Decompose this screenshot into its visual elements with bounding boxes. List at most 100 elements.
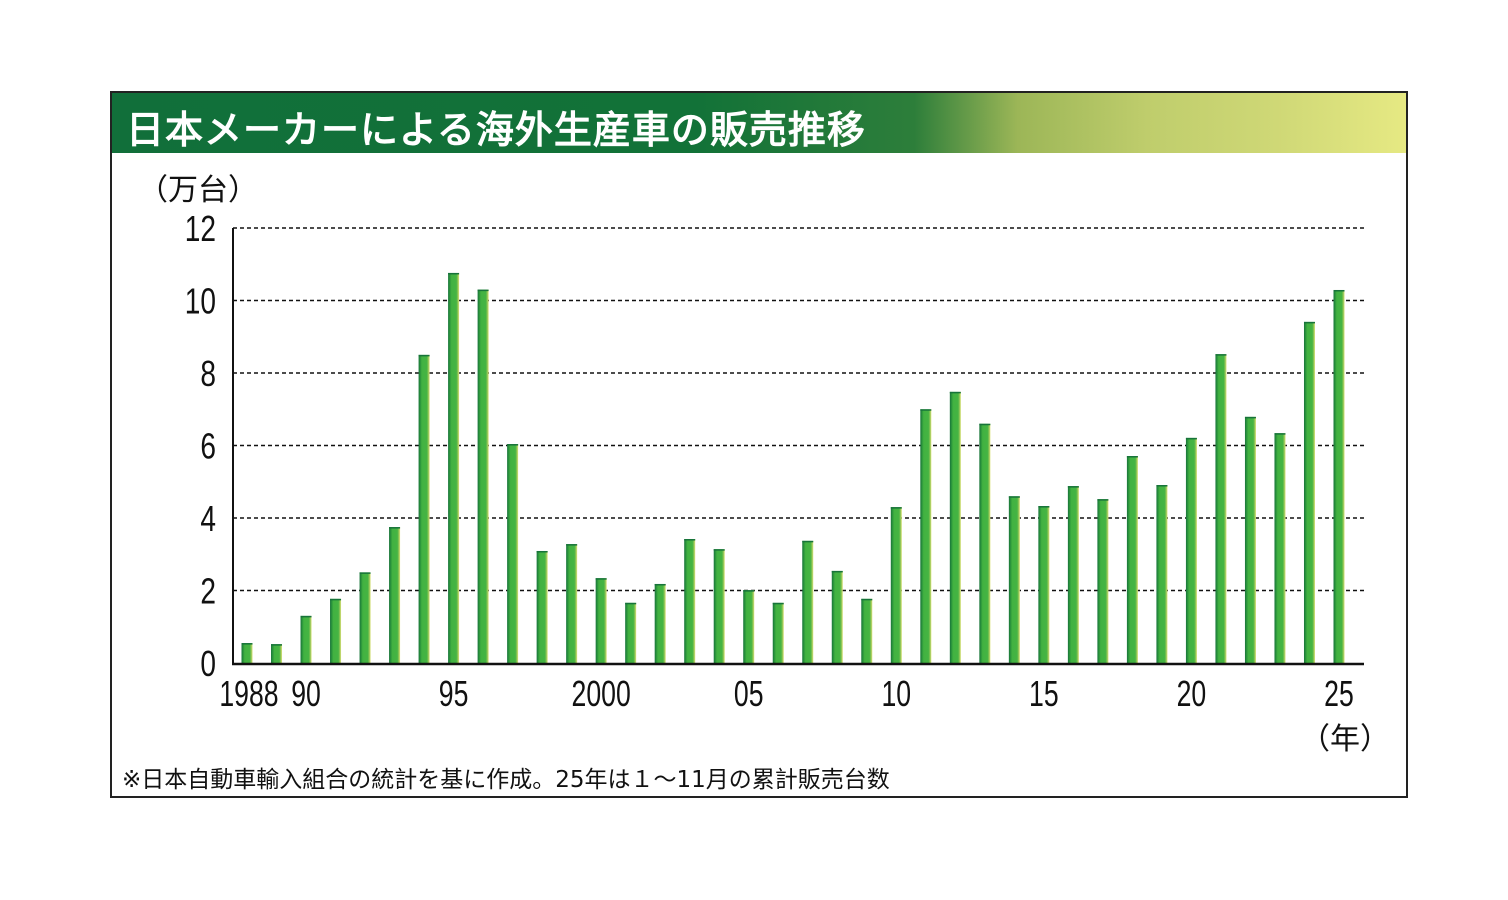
bar-2010 [890, 507, 902, 663]
x-tick-label: 20 [1177, 673, 1207, 714]
bar-top-edge [595, 578, 607, 580]
y-tick-label: 12 [185, 209, 216, 249]
bar-1992 [359, 572, 371, 663]
x-tick-labels: 1988 90 95 2000 05 10 15 20 25 [219, 673, 1353, 714]
bar-top-edge [1126, 456, 1138, 458]
bar-top-edge [418, 354, 430, 357]
chart-title: 日本メーカーによる海外生産車の販売推移 [126, 108, 866, 152]
bar-2001 [625, 602, 637, 663]
title-bar: 日本メーカーによる海外生産車の販売推移 [112, 93, 1406, 153]
bar-top-edge [743, 590, 755, 592]
bar-top-edge [448, 272, 460, 275]
x-tick-label: 1988 [219, 673, 278, 714]
bar-top-edge [625, 602, 637, 605]
bar-top-edge [1244, 416, 1256, 419]
bar-2003 [684, 539, 696, 663]
bar-1993 [389, 527, 401, 663]
bar-2016 [1067, 486, 1079, 663]
bar-top-edge [241, 643, 253, 645]
bar-top-edge [1303, 321, 1315, 324]
x-tick-label: 15 [1029, 673, 1059, 714]
bar-1991 [330, 598, 342, 663]
bar-2020 [1185, 437, 1197, 663]
bar-top-edge [802, 540, 814, 543]
bar-1999 [566, 544, 578, 663]
bar-top-edge [271, 644, 283, 646]
bar-top-edge [507, 444, 519, 446]
bar-2013 [979, 423, 991, 663]
bar-1990 [300, 615, 312, 663]
bar-top-edge [566, 544, 578, 546]
bar-top-edge [1274, 433, 1286, 435]
bar-top-edge [1097, 499, 1109, 501]
bar-top-edge [300, 615, 312, 618]
x-tick-label: 10 [881, 673, 911, 714]
bar-top-edge [920, 409, 932, 411]
bar-1989 [271, 644, 283, 663]
bar-2025 [1333, 289, 1345, 663]
bar-2008 [831, 570, 843, 663]
y-tick-label: 4 [200, 499, 216, 539]
bar-2022 [1244, 416, 1256, 663]
bar-2023 [1274, 433, 1286, 663]
bar-2019 [1156, 485, 1168, 663]
x-axis-unit-label: （年） [1300, 723, 1390, 756]
y-tick-label: 0 [200, 644, 216, 684]
y-tick-label: 10 [185, 281, 216, 321]
bar-top-edge [536, 550, 548, 553]
bar-top-edge [890, 507, 902, 509]
bar-top-edge [330, 598, 342, 601]
bar-1994 [418, 354, 430, 663]
bar-top-edge [772, 602, 784, 605]
bar-top-edge [1333, 289, 1345, 292]
bar-top-edge [684, 539, 696, 541]
bar-2024 [1303, 321, 1315, 663]
bar-1998 [536, 550, 548, 663]
y-axis-unit-label: （万台） [138, 174, 258, 207]
bar-2000 [595, 578, 607, 663]
bar-2021 [1215, 354, 1227, 663]
x-tick-label: 2000 [572, 673, 631, 714]
bar-2006 [772, 602, 784, 663]
bar-1995 [448, 272, 460, 663]
x-tick-label: 05 [734, 673, 764, 714]
bar-top-edge [713, 549, 725, 551]
bar-top-edge [1038, 506, 1050, 508]
bar-2014 [1008, 496, 1020, 663]
x-tick-label: 90 [291, 673, 321, 714]
bar-2005 [743, 590, 755, 663]
bar-2009 [861, 598, 873, 663]
bar-2015 [1038, 506, 1050, 663]
bars [241, 272, 1345, 663]
footnote: ※日本自動車輸入組合の統計を基に作成。25年は１～11月の累計販売台数 [122, 767, 890, 793]
y-tick-labels: 0 2 4 6 8 10 12 [185, 209, 216, 684]
bar-top-edge [389, 527, 401, 529]
bar-top-edge [1215, 354, 1227, 356]
bar-2018 [1126, 456, 1138, 663]
bar-top-edge [861, 598, 873, 601]
y-tick-label: 8 [200, 354, 216, 394]
y-tick-label: 6 [200, 426, 216, 466]
bar-2012 [949, 391, 961, 663]
x-tick-label: 95 [439, 673, 469, 714]
bar-top-edge [949, 391, 961, 394]
bar-2011 [920, 409, 932, 663]
bar-top-edge [1185, 437, 1197, 440]
bar-top-edge [359, 572, 371, 574]
bar-2007 [802, 540, 814, 663]
y-tick-label: 2 [200, 571, 216, 611]
bar-top-edge [1156, 485, 1168, 487]
bar-1997 [507, 444, 519, 663]
bar-2017 [1097, 499, 1109, 663]
bar-top-edge [477, 289, 489, 292]
bar-1988 [241, 643, 253, 663]
bar-top-edge [979, 423, 991, 426]
bar-top-edge [654, 583, 666, 586]
bar-top-edge [1008, 496, 1020, 498]
bar-top-edge [831, 570, 843, 573]
bar-2002 [654, 583, 666, 663]
bar-2004 [713, 549, 725, 663]
x-tick-label: 25 [1324, 673, 1354, 714]
bar-top-edge [1067, 486, 1079, 488]
